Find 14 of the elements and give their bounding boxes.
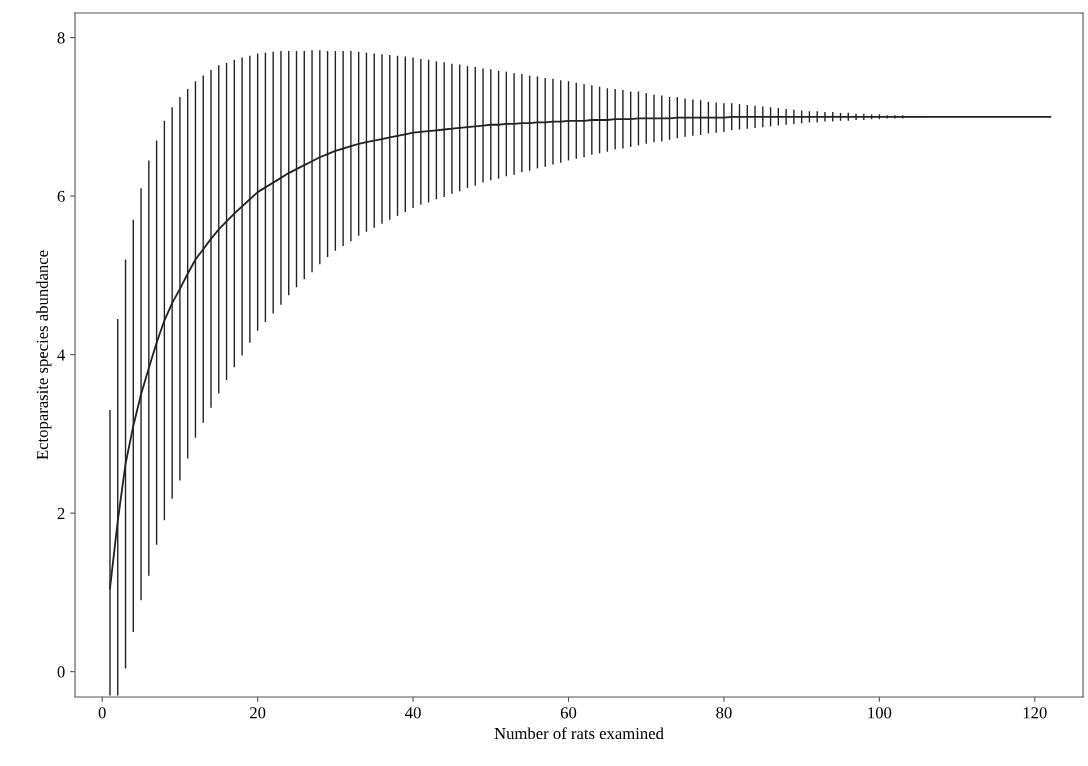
y-tick-label: 8 (57, 32, 65, 44)
y-axis-title: Ectoparasite species abundance (36, 250, 52, 460)
y-tick-label: 4 (57, 349, 66, 361)
x-tick-label: 120 (1023, 707, 1047, 719)
x-tick-label: 40 (405, 707, 421, 719)
x-tick-label: 0 (98, 707, 106, 719)
x-tick-label: 60 (560, 707, 577, 719)
x-tick-label: 20 (250, 707, 266, 719)
x-axis-title: Number of rats examined (494, 727, 664, 740)
y-tick-label: 2 (57, 507, 65, 519)
x-tick-label: 100 (868, 707, 892, 719)
y-tick-label: 0 (57, 666, 65, 678)
y-tick-label: 6 (57, 190, 65, 203)
x-tick-label: 80 (716, 707, 732, 719)
